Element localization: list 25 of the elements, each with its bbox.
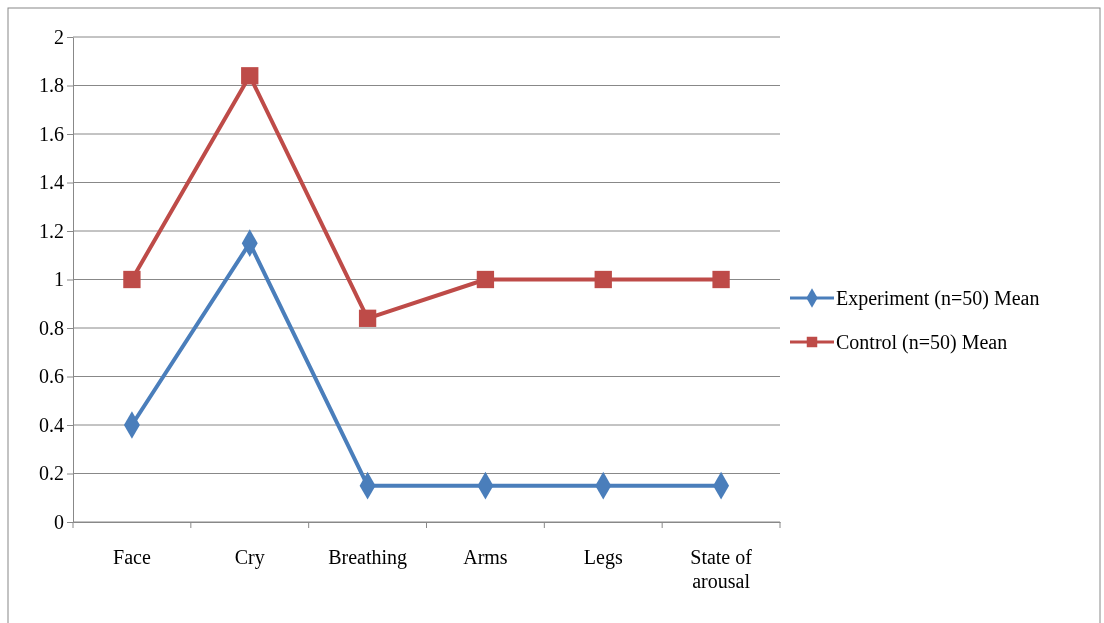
y-tick-label: 1 (54, 268, 64, 291)
point (594, 270, 612, 289)
legend-label: Experiment (n=50) Mean (836, 287, 1040, 310)
y-tick-label: 0 (54, 510, 64, 533)
y-tick-label: 0.6 (39, 365, 64, 388)
point (241, 67, 259, 85)
point (712, 270, 730, 289)
y-tick-label: 0.2 (39, 462, 64, 485)
x-tick-label: State of arousal (690, 546, 753, 593)
legend-label: Control (n=50) Mean (836, 331, 1008, 354)
x-tick-label: Legs (583, 546, 623, 570)
point (358, 309, 377, 327)
x-tick-label: Breathing (328, 546, 408, 570)
x-tick-label: Face (113, 546, 151, 569)
point (123, 270, 141, 289)
y-tick-label: 0.8 (39, 316, 64, 339)
point (476, 270, 495, 289)
y-tick-label: 1.4 (39, 171, 64, 194)
y-tick-label: 1.2 (39, 219, 64, 242)
x-tick-label: Cry (234, 546, 265, 570)
x-tick-label: Arms (463, 546, 508, 569)
y-tick-label: 2 (54, 25, 64, 48)
y-tick-label: 0.4 (39, 413, 64, 436)
y-tick-label: 1.8 (39, 74, 64, 97)
y-tick-label: 1.6 (39, 122, 64, 145)
